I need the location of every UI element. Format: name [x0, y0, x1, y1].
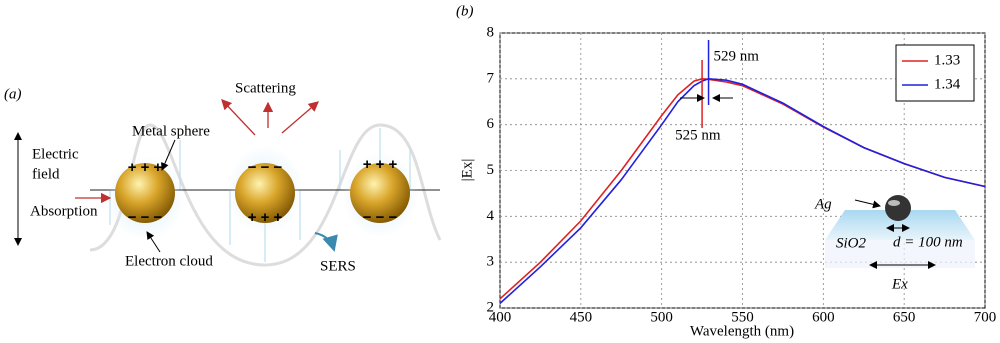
label: Electron cloud [125, 253, 213, 269]
sphere [235, 163, 295, 223]
x-tick-label: 450 [570, 309, 593, 325]
substrate-side [825, 240, 975, 268]
label: SERS [320, 258, 356, 274]
sphere [115, 163, 175, 223]
inset-label: SiO2 [836, 235, 867, 251]
chart-title: (b) [456, 3, 474, 19]
charge: − − − [363, 209, 398, 226]
inset-label: Ex [891, 276, 908, 292]
y-tick-label: 7 [487, 70, 495, 86]
x-tick-label: 600 [812, 309, 835, 325]
label: Metal sphere [132, 123, 210, 139]
sers-arrow [314, 232, 338, 252]
legend-label: 1.34 [934, 76, 961, 92]
y-tick-label: 4 [487, 208, 495, 224]
legend-box [895, 44, 975, 102]
y-tick-label: 2 [487, 299, 495, 315]
substrate [825, 210, 975, 240]
x-tick-label: 650 [893, 309, 916, 325]
charge: + + + [363, 156, 398, 173]
pointer [146, 231, 161, 253]
label: Electric [32, 146, 79, 162]
pointer [161, 139, 176, 171]
x-tick-label: 550 [731, 309, 754, 325]
diagram-a: (a) + + + − − − − − − + + + + + + − − − … [4, 80, 442, 274]
inset-label: Ag [814, 196, 832, 212]
x-tick-label: 400 [489, 309, 512, 325]
legend-label: 1.33 [934, 52, 960, 68]
x-tick-label: 700 [974, 309, 997, 325]
label: Scattering [235, 80, 296, 96]
charge: + + + [128, 159, 163, 176]
inset-label: d = 100 nm [893, 234, 963, 250]
scatter-arrows [75, 99, 319, 204]
charge: − − − [248, 159, 283, 176]
label: Absorption [30, 203, 98, 219]
label: field [32, 166, 60, 182]
peak-label: 529 nm [714, 48, 760, 64]
y-axis-label: |Ex| [459, 159, 475, 182]
peak-label: 525 nm [675, 127, 721, 143]
inset: Ag SiO2 d = 100 nm Ex [814, 195, 975, 292]
particle [885, 195, 911, 221]
chart-b: (b) |Ex| Wavelength (nm) Ag SiO2 d = 100… [456, 3, 996, 339]
y-tick-label: 6 [487, 116, 495, 132]
x-tick-label: 500 [650, 309, 673, 325]
y-tick-label: 8 [487, 24, 495, 40]
highlight [888, 200, 900, 206]
wave [89, 123, 442, 267]
charge: + + + [248, 209, 283, 226]
y-tick-label: 5 [487, 162, 495, 178]
sphere [350, 163, 410, 223]
charge: − − − [128, 209, 163, 226]
panel-label: (a) [4, 86, 22, 102]
y-tick-label: 3 [487, 254, 495, 270]
x-axis-label: Wavelength (nm) [690, 323, 794, 339]
pointer [854, 199, 881, 209]
